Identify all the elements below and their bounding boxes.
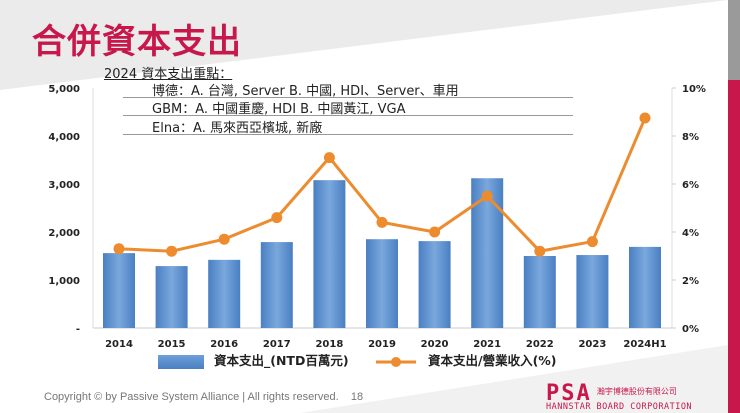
x-tick-label: 2016 <box>210 339 238 350</box>
footer: Copyright © by Passive System Alliance |… <box>44 391 363 403</box>
y-right-tick-label: 2% <box>682 276 699 287</box>
bar <box>155 266 188 328</box>
bar <box>523 256 556 328</box>
x-tick-label: 2024H1 <box>623 339 666 350</box>
y-right-tick-label: 6% <box>682 180 699 191</box>
legend-line-swatch <box>376 356 416 367</box>
legend-bar-label: 資本支出_(NTD百萬元) <box>214 353 349 368</box>
page-title: 合併資本支出 <box>32 22 242 62</box>
note-line: 博德：A. 台灣, Server B. 中國, HDI、Server、車用 <box>152 84 459 99</box>
x-tick-label: 2015 <box>158 339 186 350</box>
line-point <box>586 236 598 248</box>
bar <box>103 253 135 328</box>
x-tick-label: 2023 <box>578 339 606 350</box>
side-bar <box>728 0 740 413</box>
y-left-tick-label: - <box>76 324 80 335</box>
logo-name-zh: 瀚宇博德股份有限公司 <box>596 387 677 396</box>
y-right-tick-label: 8% <box>682 132 699 143</box>
y-right-tick-label: 10% <box>682 84 706 95</box>
legend-bar: 資本支出_(NTD百萬元) <box>158 350 349 369</box>
page-number: 18 <box>350 391 364 403</box>
logo-name-en: HANNSTAR BOARD CORPORATION <box>546 402 693 412</box>
line-point <box>639 112 651 124</box>
line-point <box>481 190 493 202</box>
x-tick-label: 2019 <box>368 339 396 350</box>
logo-mark: PSA <box>546 381 592 406</box>
x-tick-label: 2022 <box>526 339 554 350</box>
y-right-tick-label: 4% <box>682 228 699 239</box>
line-point <box>534 245 546 257</box>
legend-line-label: 資本支出/營業收入(%) <box>428 353 557 368</box>
bar <box>418 241 451 328</box>
line-series <box>118 117 647 253</box>
divider <box>123 134 573 135</box>
bar <box>629 246 661 328</box>
bar <box>313 180 346 328</box>
x-tick-label: 2018 <box>315 339 343 350</box>
company-logo: PSA 瀚宇博德股份有限公司 HANNSTAR BOARD CORPORATIO… <box>546 381 692 412</box>
y-left-tick-label: 3,000 <box>48 180 80 191</box>
x-tick-label: 2021 <box>473 339 501 350</box>
bar <box>208 259 241 328</box>
note-line: GBM：A. 中國重慶, HDI B. 中國黃江, VGA <box>152 102 406 117</box>
bar <box>366 239 398 328</box>
copyright: Copyright © by Passive System Alliance |… <box>44 391 339 403</box>
line-point <box>271 212 283 224</box>
line-point <box>376 216 388 228</box>
line-point <box>218 233 230 245</box>
line-point <box>166 245 178 257</box>
line-point <box>113 243 125 255</box>
y-left-tick-label: 4,000 <box>48 132 80 143</box>
x-tick-label: 2020 <box>421 339 449 350</box>
legend-bar-swatch <box>158 354 204 369</box>
bar <box>260 242 293 328</box>
y-right-tick-label: 0% <box>682 324 699 335</box>
y-left-tick-label: 5,000 <box>48 84 80 95</box>
line-point <box>429 226 441 238</box>
y-left-tick-label: 1,000 <box>48 276 80 287</box>
legend-line: 資本支出/營業收入(%) <box>376 350 557 369</box>
x-tick-label: 2014 <box>105 339 133 350</box>
notes-heading: 2024 資本支出重點： <box>104 67 233 82</box>
x-tick-label: 2017 <box>263 339 291 350</box>
bar <box>576 255 609 328</box>
line-point <box>323 152 335 164</box>
divider <box>123 115 573 116</box>
note-line: Elna：A. 馬來西亞檳城, 新廠 <box>152 121 323 136</box>
divider <box>123 97 573 98</box>
y-left-tick-label: 2,000 <box>48 228 80 239</box>
